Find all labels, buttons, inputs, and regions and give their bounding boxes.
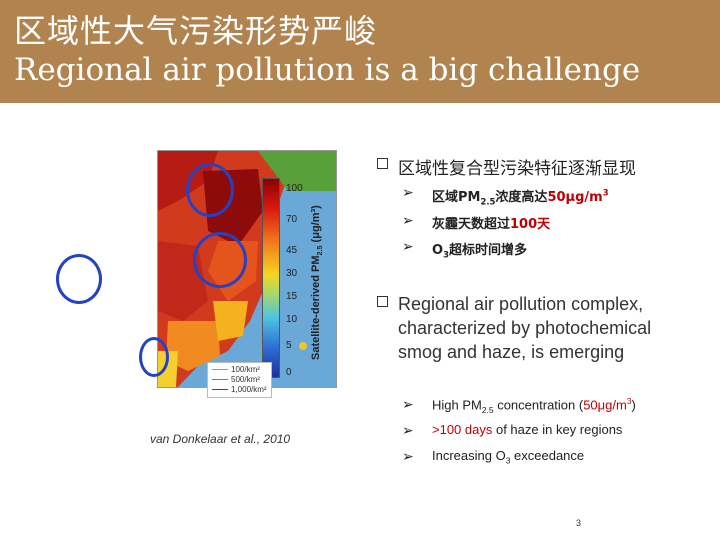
title-banner: 区域性大气污染形势严峻 Regional air pollution is a … (0, 0, 720, 103)
region-circle-west (56, 254, 102, 304)
page-number: 3 (576, 518, 582, 528)
zh-item-ozone: O3超标时间增多 (432, 243, 527, 260)
colorbar-tick: 70 (286, 214, 298, 225)
en-item-ozone: Increasing O3 exceedance (432, 448, 585, 466)
figure-citation: van Donkelaar et al., 2010 (150, 432, 291, 446)
legend-item: 1,000/km² (212, 385, 267, 395)
region-circle-east (193, 232, 247, 288)
legend-item: 500/km² (212, 375, 267, 385)
zh-heading: 区域性复合型污染特征逐渐显现 (398, 159, 636, 179)
en-item-haze: >100 days of haze in key regions (432, 422, 623, 437)
square-bullet-icon (377, 158, 388, 169)
arrow-bullet-icon: ➢ (402, 448, 414, 464)
slide-title-en: Regional air pollution is a big challeng… (14, 52, 641, 88)
population-legend: 100/km² 500/km² 1,000/km² (207, 362, 272, 398)
region-circle-north (186, 163, 234, 217)
region-circle-south (139, 337, 169, 377)
colorbar-label: Satellite-derived PM2.5 (μg/m³) (310, 205, 325, 360)
arrow-bullet-icon: ➢ (402, 212, 414, 228)
arrow-bullet-icon: ➢ (402, 184, 414, 200)
legend-item: 100/km² (212, 365, 267, 375)
arrow-bullet-icon: ➢ (402, 422, 414, 438)
arrow-bullet-icon: ➢ (402, 396, 414, 412)
en-heading: Regional air pollution complex, characte… (398, 294, 652, 362)
arrow-bullet-icon: ➢ (402, 238, 414, 254)
colorbar-tick: 100 (286, 183, 303, 194)
zh-item-haze: 灰霾天数超过100天 (432, 217, 551, 232)
colorbar-tick: 15 (286, 291, 298, 302)
colorbar-tick: 45 (286, 245, 298, 256)
square-bullet-icon (377, 296, 388, 307)
colorbar-tick: 30 (286, 268, 298, 279)
colorbar (262, 178, 280, 378)
colorbar-tick: 5 (286, 340, 292, 351)
en-item-pm25: High PM2.5 concentration (50μg/m3) (432, 396, 636, 415)
colorbar-tick: 0 (286, 367, 292, 378)
colorbar-tick: 10 (286, 314, 298, 325)
zh-item-pm25: 区域PM2.5浓度高达50μg/m3 (432, 187, 609, 207)
slide-title-zh: 区域性大气污染形势严峻 (14, 12, 378, 50)
